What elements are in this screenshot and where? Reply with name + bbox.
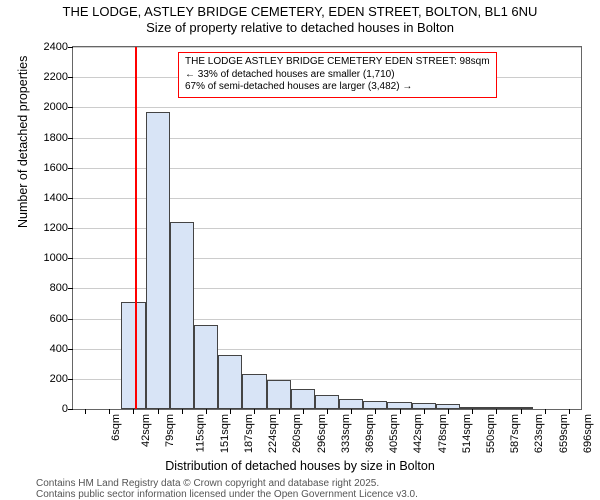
histogram-bar [291, 389, 315, 409]
ytick-mark [68, 138, 73, 139]
ytick-label: 800 [18, 282, 68, 294]
ytick-label: 0 [18, 403, 68, 415]
xtick-label: 42sqm [140, 414, 152, 447]
histogram-bar [387, 402, 411, 409]
xtick-label: 260sqm [292, 414, 304, 453]
ytick-mark [68, 288, 73, 289]
ytick-label: 1200 [18, 222, 68, 234]
ytick-label: 2200 [18, 71, 68, 83]
callout-line3: 67% of semi-detached houses are larger (… [185, 81, 490, 94]
xtick-label: 333sqm [340, 414, 352, 453]
callout-line2: ← 33% of detached houses are smaller (1,… [185, 69, 490, 82]
ytick-label: 600 [18, 313, 68, 325]
ytick-mark [68, 349, 73, 350]
xtick-label: 659sqm [558, 414, 570, 453]
ytick-mark [68, 258, 73, 259]
xtick-mark [85, 409, 86, 414]
ytick-label: 1800 [18, 132, 68, 144]
ytick-label: 1400 [18, 192, 68, 204]
footer-text: Contains HM Land Registry data © Crown c… [36, 478, 418, 500]
xtick-label: 79sqm [165, 414, 177, 447]
xtick-label: 405sqm [388, 414, 400, 453]
xtick-mark [158, 409, 159, 414]
ytick-label: 2400 [18, 41, 68, 53]
xtick-label: 224sqm [267, 414, 279, 453]
xtick-label: 442sqm [413, 414, 425, 453]
ytick-mark [68, 77, 73, 78]
footer-line1: Contains HM Land Registry data © Crown c… [36, 478, 418, 489]
title-line1: THE LODGE, ASTLEY BRIDGE CEMETERY, EDEN … [0, 4, 600, 19]
histogram-bar [267, 380, 291, 409]
ytick-mark [68, 379, 73, 380]
xtick-mark [133, 409, 134, 414]
ytick-mark [68, 198, 73, 199]
xtick-mark [182, 409, 183, 414]
xtick-label: 514sqm [461, 414, 473, 453]
ytick-label: 1000 [18, 252, 68, 264]
xtick-label: 6sqm [110, 414, 122, 441]
ytick-mark [68, 319, 73, 320]
histogram-bar [170, 222, 194, 409]
xtick-label: 623sqm [533, 414, 545, 453]
xtick-label: 151sqm [219, 414, 231, 453]
xtick-label: 478sqm [437, 414, 449, 453]
histogram-bar [194, 325, 218, 409]
histogram-bar [218, 355, 242, 409]
xtick-label: 369sqm [364, 414, 376, 453]
callout-line1: THE LODGE ASTLEY BRIDGE CEMETERY EDEN ST… [185, 56, 490, 69]
footer-line2: Contains public sector information licen… [36, 489, 418, 500]
ytick-label: 400 [18, 343, 68, 355]
x-axis-label: Distribution of detached houses by size … [0, 459, 600, 473]
ytick-mark [68, 168, 73, 169]
ytick-mark [68, 107, 73, 108]
histogram-bar [363, 401, 387, 409]
plot-area [72, 46, 582, 410]
callout-box: THE LODGE ASTLEY BRIDGE CEMETERY EDEN ST… [178, 52, 497, 98]
xtick-label: 550sqm [485, 414, 497, 453]
xtick-label: 587sqm [509, 414, 521, 453]
xtick-label: 296sqm [316, 414, 328, 453]
ytick-mark [68, 228, 73, 229]
histogram-bar [315, 395, 339, 409]
xtick-label: 696sqm [582, 414, 594, 453]
histogram-bar [121, 302, 145, 409]
chart-title: THE LODGE, ASTLEY BRIDGE CEMETERY, EDEN … [0, 0, 600, 35]
ytick-label: 1600 [18, 162, 68, 174]
ytick-mark [68, 409, 73, 410]
xtick-label: 115sqm [194, 414, 206, 452]
histogram-bar [146, 112, 170, 409]
ytick-mark [68, 47, 73, 48]
title-line2: Size of property relative to detached ho… [0, 20, 600, 35]
xtick-label: 187sqm [243, 414, 255, 453]
histogram-bar [339, 399, 363, 409]
ytick-label: 200 [18, 373, 68, 385]
ytick-label: 2000 [18, 101, 68, 113]
gridline [73, 107, 581, 108]
histogram-bar [242, 374, 266, 409]
marker-line [135, 47, 137, 409]
gridline [73, 47, 581, 48]
